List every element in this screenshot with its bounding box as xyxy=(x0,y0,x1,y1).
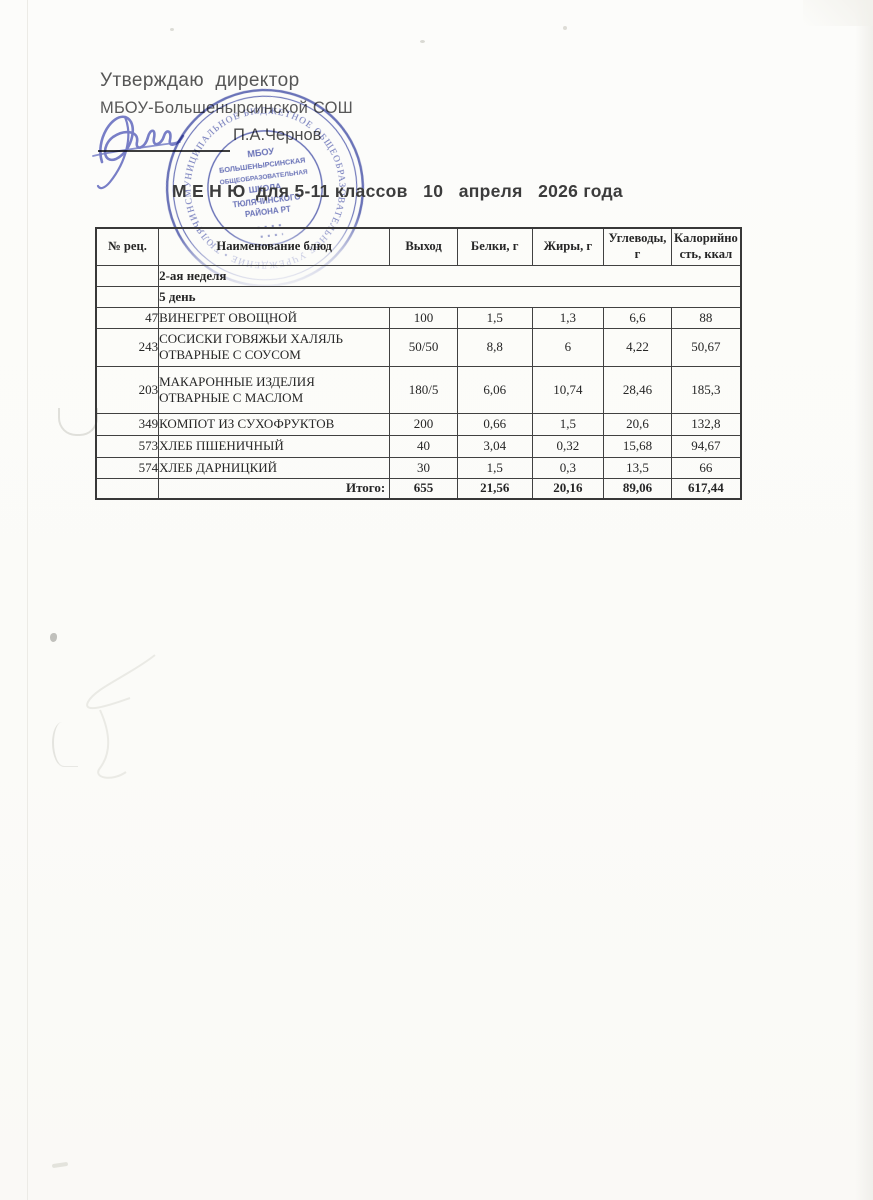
paper-mark-bottom-left xyxy=(51,1161,69,1169)
dish-fat: 6 xyxy=(531,327,605,367)
paper-crease-arc xyxy=(52,722,78,767)
menu-table: № рец. Наименование блюд Выход Белки, г … xyxy=(95,227,742,500)
scan-corner-shade xyxy=(803,0,873,26)
dish-recipe-number: 349 xyxy=(95,412,160,436)
signature-underline xyxy=(98,150,230,152)
total-empty-cell xyxy=(95,477,160,500)
col-header-carbs: Углеводы, г xyxy=(603,227,672,266)
total-protein: 21,56 xyxy=(456,477,533,500)
dish-carbs: 13,5 xyxy=(603,456,672,479)
dish-fat: 10,74 xyxy=(531,365,605,414)
approval-block: Утверждаю директор МБОУ-Большенырсинской… xyxy=(100,70,353,118)
director-signature xyxy=(92,115,185,190)
paper-dot xyxy=(563,26,567,30)
total-row: Итого: 655 21,56 20,16 89,06 617,44 xyxy=(95,477,742,500)
dish-protein: 6,06 xyxy=(456,365,533,414)
dish-carbs: 28,46 xyxy=(603,365,672,414)
paper-dot xyxy=(420,40,425,43)
dish-calories: 132,8 xyxy=(670,412,742,436)
dish-protein: 1,5 xyxy=(456,456,533,479)
scan-edge-line xyxy=(27,0,28,1200)
dish-row: 203 МАКАРОННЫЕ ИЗДЕЛИЯ ОТВАРНЫЕ С МАСЛОМ 1… xyxy=(95,365,742,414)
dish-protein: 0,66 xyxy=(456,412,533,436)
dish-name: ВИНЕГРЕТ ОВОЩНОЙ xyxy=(158,306,391,329)
paper-crease-mark xyxy=(58,408,98,436)
dish-fat: 1,3 xyxy=(531,306,605,329)
dish-protein: 8,8 xyxy=(456,327,533,367)
menu-table-body: 2-ая неделя 5 день 47 ВИНЕГРЕТ ОВОЩНОЙ 100 1,… xyxy=(95,264,742,500)
col-header-dish-name: Наименование блюд xyxy=(158,227,391,266)
dish-output: 40 xyxy=(389,434,458,458)
table-section-row: 2-ая неделя xyxy=(95,264,742,287)
dish-name: ХЛЕБ ПШЕНИЧНЫЙ xyxy=(158,434,391,458)
section-label: 2-ая неделя xyxy=(158,264,742,287)
dish-output: 30 xyxy=(389,456,458,479)
total-fat: 20,16 xyxy=(531,477,605,500)
approval-line-1: Утверждаю директор xyxy=(100,70,300,91)
section-empty-cell xyxy=(95,264,160,287)
dish-calories: 88 xyxy=(670,306,742,329)
dish-name: МАКАРОННЫЕ ИЗДЕЛИЯ ОТВАРНЫЕ С МАСЛОМ xyxy=(158,365,391,414)
col-header-calories: Калорийно сть, ккал xyxy=(670,227,742,266)
scan-edge-shadow xyxy=(855,0,873,1200)
dish-name: СОСИСКИ ГОВЯЖЬИ ХАЛЯЛЬ ОТВАРНЫЕ С СОУСОМ xyxy=(158,327,391,367)
dish-output: 50/50 xyxy=(389,327,458,367)
dish-fat: 0,32 xyxy=(531,434,605,458)
dish-carbs: 4,22 xyxy=(603,327,672,367)
dish-output: 180/5 xyxy=(389,365,458,414)
dish-recipe-number: 243 xyxy=(95,327,160,367)
section-empty-cell xyxy=(95,285,160,308)
dish-fat: 1,5 xyxy=(531,412,605,436)
dish-output: 200 xyxy=(389,412,458,436)
dish-recipe-number: 47 xyxy=(95,306,160,329)
dish-carbs: 20,6 xyxy=(603,412,672,436)
col-header-output: Выход xyxy=(389,227,458,266)
stamp-center-line: МБОУ xyxy=(247,146,275,159)
dish-name: КОМПОТ ИЗ СУХОФРУКТОВ xyxy=(158,412,391,436)
section-label: 5 день xyxy=(158,285,742,308)
total-carbs: 89,06 xyxy=(603,477,672,500)
dish-protein: 1,5 xyxy=(456,306,533,329)
dish-fat: 0,3 xyxy=(531,456,605,479)
dish-recipe-number: 574 xyxy=(95,456,160,479)
dish-calories: 185,3 xyxy=(670,365,742,414)
total-calories: 617,44 xyxy=(670,477,742,500)
dish-carbs: 15,68 xyxy=(603,434,672,458)
dish-calories: 94,67 xyxy=(670,434,742,458)
menu-title: М Е Н Ю для 5-11 классов 10 апреля 2026 … xyxy=(172,181,623,201)
dish-row: 243 СОСИСКИ ГОВЯЖЬИ ХАЛЯЛЬ ОТВАРНЫЕ С СОУ… xyxy=(95,327,742,367)
dish-recipe-number: 203 xyxy=(95,365,160,414)
paper-crease-squiggle xyxy=(86,654,156,779)
approval-line-2: МБОУ-Большенырсинской СОШ xyxy=(100,99,353,117)
dish-name: ХЛЕБ ДАРНИЦКИЙ xyxy=(158,456,391,479)
dish-carbs: 6,6 xyxy=(603,306,672,329)
dish-calories: 50,67 xyxy=(670,327,742,367)
menu-table-header: № рец. Наименование блюд Выход Белки, г … xyxy=(95,227,742,266)
dish-calories: 66 xyxy=(670,456,742,479)
total-label: Итого: xyxy=(158,477,391,500)
paper-speck xyxy=(50,633,57,642)
total-output: 655 xyxy=(389,477,458,500)
dish-protein: 3,04 xyxy=(456,434,533,458)
paper-dot xyxy=(170,28,174,31)
dish-recipe-number: 573 xyxy=(95,434,160,458)
dish-row: 349 КОМПОТ ИЗ СУХОФРУКТОВ 200 0,66 1,5 20,6 13… xyxy=(95,412,742,436)
col-header-protein: Белки, г xyxy=(456,227,533,266)
col-header-recipe-number: № рец. xyxy=(95,227,160,266)
col-header-fat: Жиры, г xyxy=(531,227,605,266)
director-name: П.А.Чернов xyxy=(233,126,322,144)
stamp-center-line: ШКОЛА xyxy=(248,181,283,195)
dish-output: 100 xyxy=(389,306,458,329)
table-section-row: 5 день xyxy=(95,285,742,308)
dish-row: 573 ХЛЕБ ПШЕНИЧНЫЙ 40 3,04 0,32 15,68 94,67 xyxy=(95,434,742,458)
dish-row: 47 ВИНЕГРЕТ ОВОЩНОЙ 100 1,5 1,3 6,6 88 xyxy=(95,306,742,329)
dish-row: 574 ХЛЕБ ДАРНИЦКИЙ 30 1,5 0,3 13,5 66 xyxy=(95,456,742,479)
